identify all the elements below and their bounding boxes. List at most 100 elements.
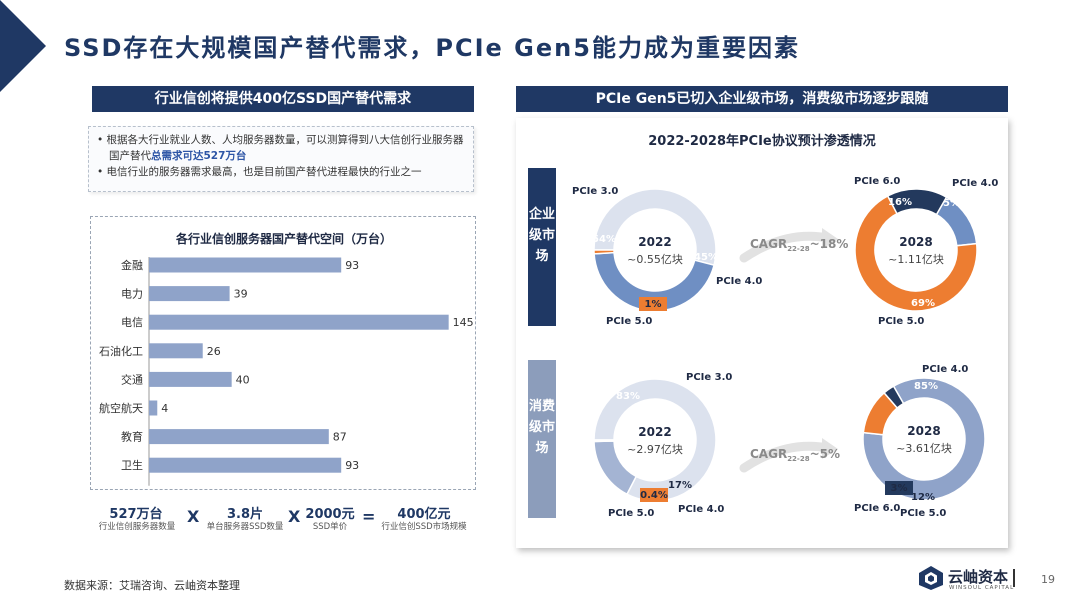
- right-section-header: PCIe Gen5已切入企业级市场，消费级市场逐步跟随: [516, 86, 1008, 112]
- bullet-1-text: 根据各大行业就业人数、人均服务器数量，可以测算得到八大信创行业服务器国产替代: [106, 134, 464, 162]
- donut-pct-label: 16%: [888, 197, 912, 208]
- donut-pct-label: 15%: [936, 198, 960, 209]
- donut-slice: [593, 439, 615, 443]
- donut-pct-badge: [885, 481, 913, 495]
- cagr-arrow-head: [822, 228, 838, 249]
- bar-category-label: 卫生: [121, 458, 143, 472]
- bar-value-label: 145: [453, 316, 474, 329]
- donut-legend-label: PCIe 4.0: [678, 504, 724, 515]
- donut-legend-label: PCIe 5.0: [606, 316, 652, 327]
- bar-category-label: 航空航天: [99, 401, 143, 415]
- bar-value-label: 93: [345, 459, 359, 472]
- cagr-label: CAGR22-28~5%: [750, 447, 840, 463]
- cagr-arrow-shaft: [739, 441, 833, 473]
- donut-legend-label: PCIe 5.0: [878, 316, 924, 327]
- donut-slice: [862, 377, 986, 501]
- logo-divider: [1013, 569, 1015, 587]
- winsoul-logo-icon: [918, 565, 944, 591]
- donut-panel: 2022-2028年PCIe协议预计渗透情况 企业级市场 消费级市场 54% PC…: [516, 118, 1008, 548]
- cagr-arrow-shaft: [739, 231, 833, 263]
- formula-market-size-label: 行业信创SSD市场规模: [381, 522, 467, 532]
- cagr-arrow-head: [822, 438, 838, 459]
- formula-server-count-label: 行业信创服务器数量: [98, 522, 176, 532]
- donut-legend-label: PCIe 6.0: [854, 503, 900, 514]
- bar-value-label: 93: [345, 259, 359, 272]
- bar-category-label: 教育: [121, 430, 143, 444]
- donut-center-value: ~2.97亿块: [627, 443, 683, 456]
- bar-value-label: 4: [161, 402, 168, 415]
- donut-pct-label: 17%: [668, 480, 692, 491]
- bar-category-label: 交通: [121, 372, 143, 386]
- formula-multiply-2: X: [288, 507, 301, 526]
- formula-market-size: 400亿元: [397, 507, 451, 522]
- formula-server-count: 527万台: [109, 507, 163, 522]
- donut-center-year: 2022: [638, 425, 671, 439]
- bar: [149, 371, 232, 387]
- bar: [149, 400, 158, 416]
- donut-center-value: ~3.61亿块: [896, 442, 952, 455]
- bullet-1-highlight: 总需求可达527万台: [151, 150, 247, 162]
- donut-chart-title: 2022-2028年PCIe协议预计渗透情况: [648, 134, 876, 149]
- donut-pct-label: 3%: [891, 483, 908, 494]
- donut-pct-label: 69%: [911, 298, 935, 309]
- left-section-header: 行业信创将提供400亿SSD国产替代需求: [92, 86, 474, 112]
- donut-center-year: 2022: [638, 235, 671, 249]
- formula-unit-price: 2000元: [305, 507, 355, 522]
- donut-legend-label: PCIe 4.0: [716, 276, 762, 287]
- donut-slice: [593, 251, 715, 312]
- formula-equals: =: [362, 507, 376, 526]
- bar-category-label: 电力: [121, 288, 143, 301]
- donut-pct-label: 45%: [694, 252, 718, 263]
- logo-text: 云岫资本: [948, 568, 1009, 586]
- bullet-1: • 根据各大行业就业人数、人均服务器数量，可以测算得到八大信创行业服务器国产替代…: [97, 134, 464, 162]
- consumer-market-label: 消费级市场: [528, 360, 556, 518]
- donut-pct-badge: [640, 488, 668, 502]
- donut-legend-label: PCIe 3.0: [686, 372, 732, 383]
- donut-pct-label: 12%: [911, 492, 935, 503]
- formula-ssd-per-server: 3.8片: [226, 507, 264, 522]
- donut-pct-label: 1%: [645, 299, 662, 310]
- bullet-box: • 根据各大行业就业人数、人均服务器数量，可以测算得到八大信创行业服务器国产替代…: [88, 126, 474, 192]
- enterprise-market-label: 企业级市场: [528, 168, 556, 326]
- donut-legend-label: PCIe 4.0: [952, 178, 998, 189]
- donut-charts: 54% PCIe 3.0 45% PCIe 4.0 1% PCIe 5.0 2022 ~0.5…: [572, 176, 998, 519]
- bullet-2-text: 电信行业的服务器需求最高，也是目前国产替代进程最快的行业之一: [106, 166, 422, 178]
- bar: [149, 257, 342, 273]
- donut-slice: [854, 194, 978, 312]
- donut-legend-label: PCIe 5.0: [608, 508, 654, 519]
- donut-slice: [593, 249, 615, 255]
- corner-decoration: [0, 0, 46, 92]
- bullet-2: • 电信行业的服务器需求最高，也是目前国产替代进程最快的行业之一: [97, 166, 422, 178]
- formula-ssd-per-server-label: 单台服务器SSD数量: [206, 522, 284, 532]
- bar-chart-title: 各行业信创服务器国产替代空间（万台）: [175, 231, 392, 246]
- bar-value-label: 40: [236, 373, 250, 386]
- bar-chart: 各行业信创服务器国产替代空间（万台） 金融 93 电力 39 电信 145 石油化工 26 交通 4…: [99, 231, 474, 486]
- bar: [149, 343, 203, 359]
- donut-pct-label: 0.4%: [640, 490, 668, 501]
- formula-multiply-1: X: [187, 507, 200, 526]
- donut-center-year: 2028: [907, 424, 940, 438]
- donut-center-year: 2028: [899, 235, 932, 249]
- donut-legend-label: PCIe 6.0: [854, 176, 900, 187]
- cagr-label: CAGR22-28~18%: [750, 237, 848, 253]
- bar-value-label: 26: [207, 345, 221, 358]
- logo-subtext: WINSOUL CAPITAL: [949, 585, 1015, 591]
- donut-pct-label: 85%: [914, 381, 938, 392]
- donut-center-value: ~1.11亿块: [888, 253, 944, 266]
- bar-value-label: 39: [234, 288, 248, 301]
- bar: [149, 429, 329, 445]
- donut-legend-label: PCIe 5.0: [900, 508, 946, 519]
- bar: [149, 314, 449, 330]
- donut-legend-label: PCIe 4.0: [922, 364, 968, 375]
- donut-pct-label: 54%: [592, 234, 616, 245]
- donut-pct-badge: [639, 297, 667, 311]
- formula-unit-price-label: SSD单价: [312, 522, 348, 532]
- bar: [149, 457, 342, 473]
- bar-category-label: 金融: [121, 258, 143, 272]
- bar-category-label: 石油化工: [99, 344, 143, 358]
- donut-center-value: ~0.55亿块: [627, 253, 683, 266]
- bar-category-label: 电信: [121, 316, 143, 329]
- donut-pct-label: 83%: [616, 391, 640, 402]
- donut-slice: [886, 188, 948, 216]
- bar: [149, 286, 230, 302]
